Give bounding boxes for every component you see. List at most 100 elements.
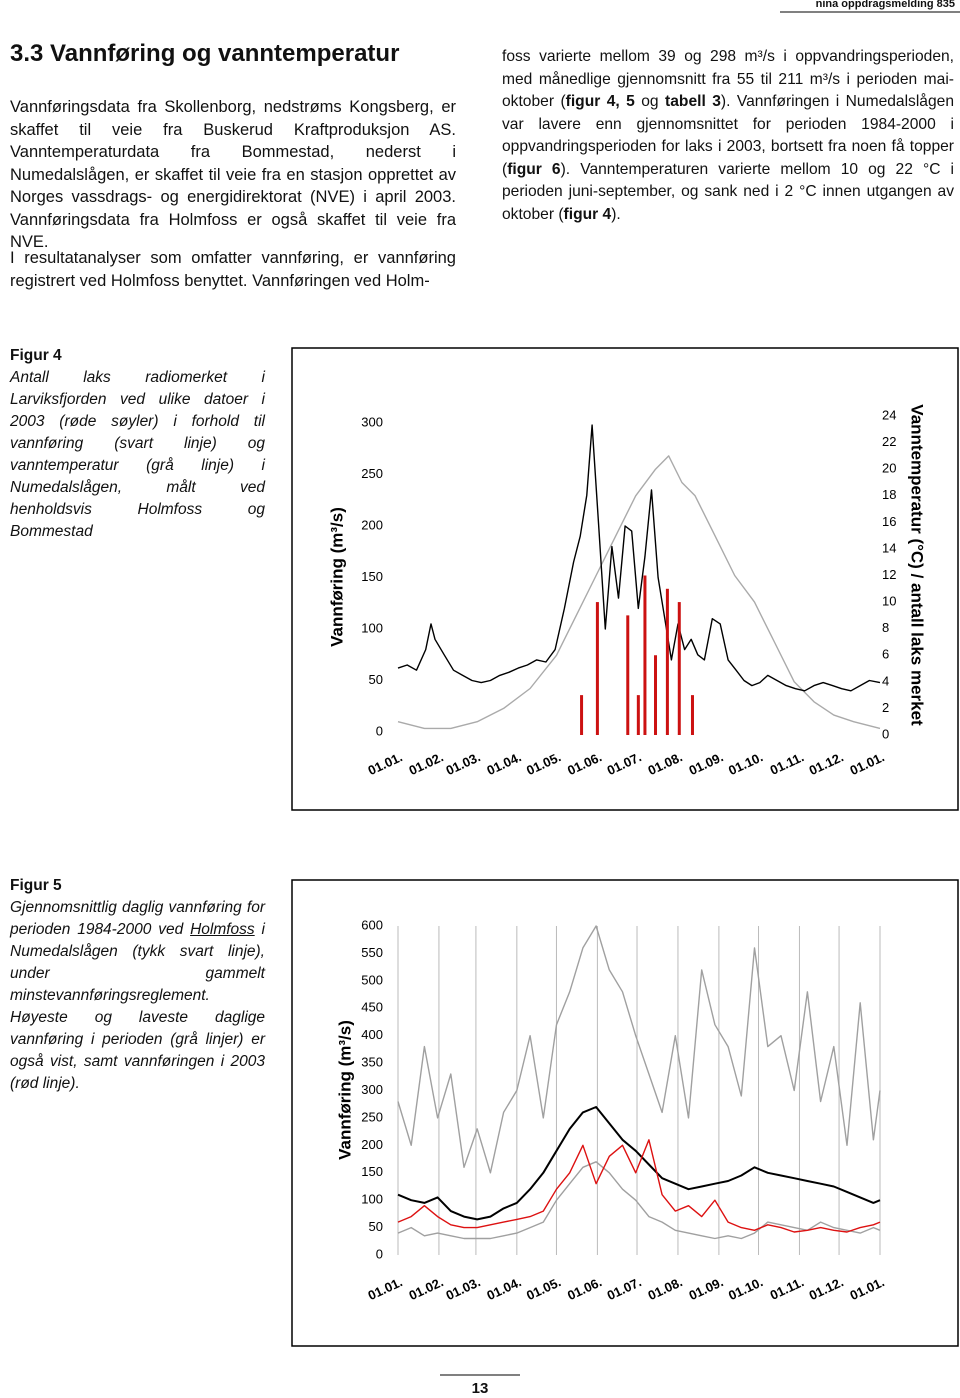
y2-tick-label: 10 (882, 594, 896, 609)
x-tick-label: 01.06. (565, 749, 604, 778)
reference: figur 4, 5 (565, 93, 635, 110)
x-tick-label: 01.09. (687, 749, 726, 778)
x-tick-label: 01.11. (768, 749, 806, 778)
x-tick-label: 01.03. (444, 749, 483, 778)
x-tick-label: 01.01. (848, 749, 887, 778)
y-tick-label: 100 (361, 1192, 383, 1207)
y2-tick-label: 4 (882, 673, 889, 688)
y-tick-label: 300 (361, 414, 383, 429)
x-tick-label: 01.08. (646, 1274, 685, 1303)
x-tick-label: 01.05. (524, 1274, 563, 1303)
y-tick-label: 200 (361, 1137, 383, 1152)
text-run: foss varierte mellom 39 og 298 m³/s i op… (502, 48, 954, 110)
x-tick-label: 01.10. (726, 749, 765, 778)
x-tick-label: 01.03. (444, 1274, 483, 1303)
paragraph: I resultatanalyser som omfatter vannføri… (10, 249, 456, 290)
bar (580, 695, 584, 735)
y2-tick-label: 8 (882, 620, 889, 635)
reference: figur 4 (563, 205, 612, 223)
y2-tick-label: 6 (882, 647, 889, 662)
bar (677, 602, 681, 735)
caption-text: Gjennomsnittlig daglig vannføring for pe… (10, 897, 265, 1095)
figure-frame (291, 347, 959, 811)
y2-tick-label: 0 (882, 726, 889, 741)
data-line (397, 1161, 881, 1240)
x-tick-label: 01.07. (605, 749, 644, 778)
x-tick-label: 01.02. (407, 1274, 446, 1303)
x-tick-label: 01.02. (407, 749, 446, 778)
y-tick-label: 150 (361, 569, 383, 584)
paragraph: Vannføringsdata fra Skollenborg, nedstrø… (10, 98, 456, 251)
data-line (397, 455, 881, 730)
y-tick-label: 400 (361, 1027, 383, 1042)
x-tick-label: 01.10. (726, 1274, 765, 1303)
y-axis-label: Vannføring (m³/s) (335, 1020, 354, 1160)
data-line (397, 424, 881, 692)
y-tick-label: 200 (361, 517, 383, 532)
page-number: 13 (471, 1380, 489, 1397)
y2-tick-label: 16 (882, 514, 896, 529)
y2-tick-label: 12 (882, 567, 896, 582)
y2-tick-label: 18 (882, 487, 896, 502)
y-tick-label: 550 (361, 945, 383, 960)
text-run: ). Vanntemperaturen varierte mellom 10 o… (502, 160, 954, 223)
bar (595, 602, 599, 735)
y2-tick-label: 22 (882, 434, 896, 449)
data-line (397, 1139, 881, 1233)
caption-text: Antall laks radiomerket i Larviksfjorden… (10, 369, 265, 540)
x-tick-label: 01.06. (565, 1274, 604, 1303)
text-run: ). (611, 205, 621, 223)
bar (636, 695, 640, 735)
y-tick-label: 300 (361, 1082, 383, 1097)
y-tick-label: 600 (361, 917, 383, 932)
y-tick-label: 50 (369, 1219, 383, 1234)
y2-tick-label: 14 (882, 540, 896, 555)
y2-tick-label: 24 (882, 407, 896, 422)
x-tick-label: 01.09. (687, 1274, 726, 1303)
bar (626, 615, 630, 735)
figure-frame (291, 879, 959, 1347)
x-tick-label: 01.04. (484, 749, 523, 778)
section-title: 3.3 Vannføring og vanntemperatur (10, 40, 400, 67)
y-tick-label: 100 (361, 620, 383, 635)
x-tick-label: 01.12. (807, 1274, 846, 1303)
y-tick-label: 0 (376, 1246, 383, 1261)
y-tick-label: 0 (376, 723, 383, 738)
y-tick-label: 500 (361, 972, 383, 987)
bar (654, 655, 658, 735)
data-line (397, 925, 881, 1174)
y2-tick-label: 20 (882, 461, 896, 476)
x-tick-label: 01.01. (848, 1274, 887, 1303)
x-tick-label: 01.08. (646, 749, 685, 778)
x-tick-label: 01.07. (605, 1274, 644, 1303)
text-run: ). Vannføringen i Numedalslågen var lave… (502, 93, 954, 178)
figure-label: Figur 4 (10, 347, 62, 364)
y-axis-label: Vannføring (m³/s) (327, 507, 346, 647)
x-tick-label: 01.04. (484, 1274, 523, 1303)
figure-label: Figur 5 (10, 877, 62, 894)
reference: figur 6 (507, 160, 561, 178)
bar (643, 575, 647, 735)
y-tick-label: 250 (361, 1109, 383, 1124)
y2-tick-label: 2 (882, 700, 889, 715)
x-tick-label: 01.11. (768, 1274, 806, 1303)
y-tick-label: 150 (361, 1164, 383, 1179)
y-tick-label: 450 (361, 1000, 383, 1015)
bar (690, 695, 694, 735)
x-tick-label: 01.12. (807, 749, 846, 778)
text-run: og (634, 93, 666, 110)
y-tick-label: 50 (369, 672, 383, 687)
running-header: nina oppdragsmelding 835 (815, 0, 955, 10)
y-tick-label: 350 (361, 1055, 383, 1070)
reference: tabell 3 (665, 93, 721, 110)
y-tick-label: 250 (361, 466, 383, 481)
text-run: i Numedalslågen (tykk svart linje), unde… (10, 921, 265, 1092)
place-name: Holmfoss (190, 921, 255, 938)
x-tick-label: 01.01. (366, 749, 405, 778)
bar (665, 588, 669, 735)
figure-caption: Figur 5 Gjennomsnittlig daglig vannførin… (10, 875, 265, 1095)
x-tick-label: 01.05. (524, 749, 563, 778)
figure-caption: Figur 4 Antall laks radiomerket i Larvik… (10, 345, 265, 543)
